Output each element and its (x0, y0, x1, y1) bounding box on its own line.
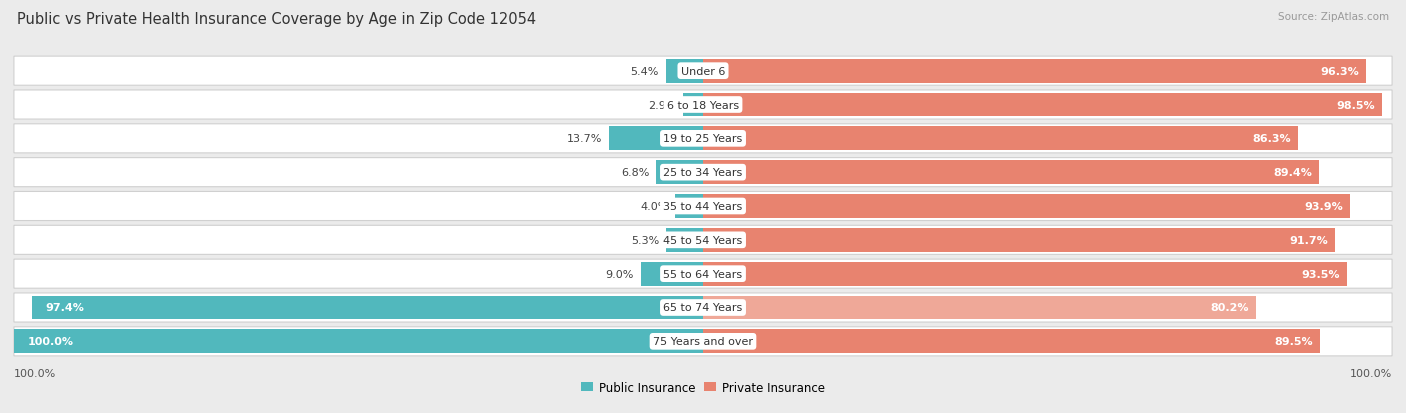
Bar (703, 228, 1334, 252)
Text: 45 to 54 Years: 45 to 54 Years (664, 235, 742, 245)
Bar (703, 60, 1367, 83)
Bar (703, 330, 1320, 353)
Text: 35 to 44 Years: 35 to 44 Years (664, 202, 742, 211)
Text: 5.4%: 5.4% (630, 66, 659, 76)
Bar (683, 93, 703, 117)
Text: 97.4%: 97.4% (46, 303, 84, 313)
Bar (32, 296, 703, 320)
Text: Public vs Private Health Insurance Coverage by Age in Zip Code 12054: Public vs Private Health Insurance Cover… (17, 12, 536, 27)
Bar (703, 127, 1298, 151)
FancyBboxPatch shape (14, 327, 1392, 356)
FancyBboxPatch shape (14, 124, 1392, 154)
Text: 75 Years and over: 75 Years and over (652, 337, 754, 347)
FancyBboxPatch shape (14, 226, 1392, 255)
Text: 65 to 74 Years: 65 to 74 Years (664, 303, 742, 313)
Text: 89.5%: 89.5% (1274, 337, 1313, 347)
FancyBboxPatch shape (14, 192, 1392, 221)
Text: 93.9%: 93.9% (1305, 202, 1343, 211)
Bar (703, 262, 1347, 286)
Text: 6 to 18 Years: 6 to 18 Years (666, 100, 740, 110)
FancyBboxPatch shape (14, 158, 1392, 187)
Text: 100.0%: 100.0% (28, 337, 75, 347)
Text: 9.0%: 9.0% (606, 269, 634, 279)
Bar (703, 195, 1350, 218)
FancyBboxPatch shape (14, 293, 1392, 322)
Bar (609, 127, 703, 151)
Bar (703, 161, 1319, 185)
Text: 89.4%: 89.4% (1274, 168, 1312, 178)
Text: 5.3%: 5.3% (631, 235, 659, 245)
Legend: Public Insurance, Private Insurance: Public Insurance, Private Insurance (576, 376, 830, 399)
Text: 55 to 64 Years: 55 to 64 Years (664, 269, 742, 279)
Text: 13.7%: 13.7% (567, 134, 602, 144)
Text: 4.0%: 4.0% (640, 202, 669, 211)
Text: 86.3%: 86.3% (1251, 134, 1291, 144)
Text: 2.9%: 2.9% (648, 100, 676, 110)
FancyBboxPatch shape (14, 259, 1392, 289)
Text: 98.5%: 98.5% (1336, 100, 1375, 110)
Text: Source: ZipAtlas.com: Source: ZipAtlas.com (1278, 12, 1389, 22)
Text: 25 to 34 Years: 25 to 34 Years (664, 168, 742, 178)
Bar (703, 93, 1382, 117)
Text: 100.0%: 100.0% (1350, 368, 1392, 378)
Text: Under 6: Under 6 (681, 66, 725, 76)
Text: 100.0%: 100.0% (14, 368, 56, 378)
Text: 91.7%: 91.7% (1289, 235, 1327, 245)
Text: 93.5%: 93.5% (1302, 269, 1340, 279)
Text: 96.3%: 96.3% (1320, 66, 1360, 76)
Bar (675, 195, 703, 218)
Text: 19 to 25 Years: 19 to 25 Years (664, 134, 742, 144)
FancyBboxPatch shape (14, 91, 1392, 120)
Bar (666, 228, 703, 252)
Bar (657, 161, 703, 185)
Bar (641, 262, 703, 286)
Text: 6.8%: 6.8% (621, 168, 650, 178)
FancyBboxPatch shape (14, 57, 1392, 86)
Text: 80.2%: 80.2% (1211, 303, 1249, 313)
Bar (666, 60, 703, 83)
Bar (703, 296, 1256, 320)
Bar (14, 330, 703, 353)
